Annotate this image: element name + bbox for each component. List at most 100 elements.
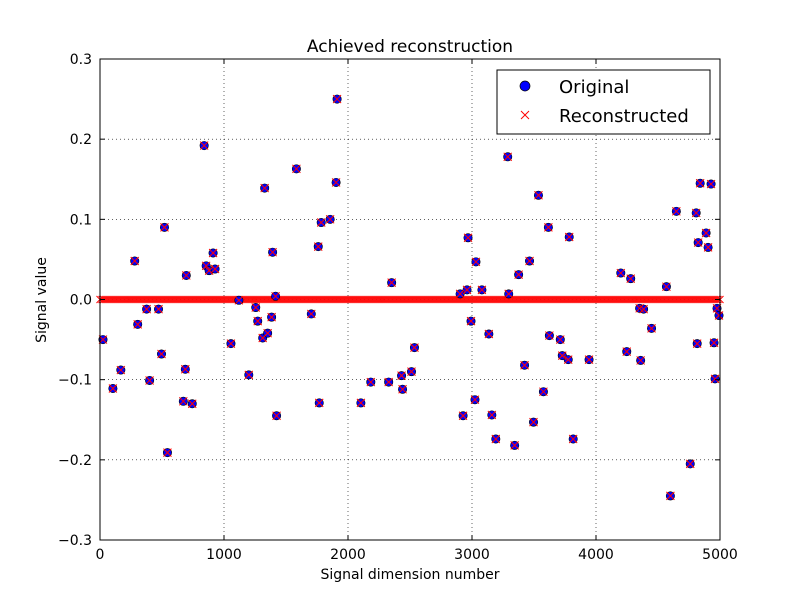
reconstructed-point (563, 355, 573, 364)
reconstructed-point (292, 164, 301, 174)
reconstructed-point (397, 371, 406, 381)
reconstructed-point (491, 434, 501, 444)
reconstructed-point (470, 395, 480, 405)
reconstructed-point (244, 370, 254, 380)
reconstructed-point (525, 256, 534, 266)
reconstructed-point (691, 208, 701, 218)
reconstructed-point (462, 285, 472, 295)
reconstructed-point (181, 271, 191, 280)
reconstructed-point (272, 411, 281, 421)
reconstructed-point (160, 222, 169, 232)
reconstructed-point (510, 441, 520, 450)
reconstructed-point (534, 190, 543, 200)
reconstructed-point (154, 304, 163, 314)
x-tick-label: 0 (96, 547, 105, 563)
reconstructed-point (520, 360, 529, 370)
reconstructed-point (325, 214, 335, 224)
legend-original-marker (519, 80, 531, 92)
reconstructed-point (260, 183, 270, 193)
reconstructed-point (504, 289, 514, 299)
legend-original-label: Original (559, 77, 629, 98)
reconstructed-point (133, 319, 143, 329)
y-tick-label: 0.0 (70, 293, 92, 309)
reconstructed-point (314, 398, 324, 408)
reconstructed-point (503, 152, 513, 162)
reconstructed-point (484, 329, 494, 339)
reconstructed-point (145, 376, 154, 385)
reconstructed-point (204, 266, 214, 275)
reconstructed-point (568, 434, 578, 444)
reconstructed-point (529, 417, 538, 427)
reconstructed-point (332, 94, 342, 104)
y-tick-label: 0.2 (70, 132, 92, 148)
reconstructed-point (180, 364, 190, 374)
reconstructed-point (356, 398, 366, 408)
x-tick-label: 4000 (578, 547, 614, 563)
reconstructed-point (709, 338, 719, 348)
reconstructed-point (253, 316, 263, 326)
reconstructed-point (398, 384, 407, 394)
data-points (98, 94, 724, 501)
reconstructed-point (201, 261, 211, 271)
reconstructed-point (130, 256, 140, 266)
reconstructed-point (366, 377, 376, 387)
reconstructed-point (564, 232, 574, 242)
reconstructed-point (539, 387, 548, 397)
reconstructed-point (116, 365, 126, 375)
reconstructed-point (514, 270, 523, 280)
reconstructed-point (626, 274, 636, 284)
reconstructed-point (251, 303, 261, 312)
reconstructed-point (187, 399, 197, 409)
reconstructed-point (458, 411, 468, 421)
reconstructed-point (210, 264, 220, 274)
reconstructed-point (178, 396, 188, 406)
reconstructed-point (639, 304, 648, 314)
reconstructed-point (407, 367, 416, 377)
legend-box (496, 69, 711, 135)
reconstructed-point (647, 324, 656, 333)
reconstructed-point (636, 356, 645, 365)
reconstructed-point (466, 316, 476, 326)
reconstructed-point (455, 289, 465, 299)
reconstructed-point (208, 248, 218, 258)
reconstructed-point (701, 228, 711, 238)
axis-ticks: 0 1000 2000 3000 4000 5000 −0.3 −0.2 −0.1 0.0 0.1 0… (58, 52, 738, 563)
reconstructed-point (331, 178, 341, 187)
x-tick-label: 1000 (206, 547, 242, 563)
reconstructed-point (662, 282, 671, 292)
reconstructed-point (471, 257, 481, 267)
chart-title: Achieved reconstruction (307, 37, 513, 57)
legend: Original Reconstructed (496, 69, 711, 135)
reconstructed-point (263, 328, 273, 338)
reconstructed-point (555, 335, 565, 344)
reconstructed-point (306, 309, 316, 319)
reconstructed-point (703, 243, 713, 252)
legend-reconstructed-marker (520, 110, 530, 120)
reconstructed-point (666, 491, 675, 501)
reconstructed-point (710, 374, 720, 384)
reconstructed-point (477, 285, 487, 295)
y-tick-label: −0.2 (58, 453, 92, 469)
legend-reconstructed-label: Reconstructed (559, 106, 689, 127)
x-tick-label: 3000 (454, 547, 490, 563)
reconstructed-point (545, 331, 554, 340)
reconstructed-zero-band (96, 295, 724, 304)
y-tick-label: 0.1 (70, 212, 92, 228)
reconstructed-point (693, 238, 703, 247)
reconstructed-point (714, 311, 724, 320)
reconstructed-point (487, 410, 497, 420)
x-tick-label: 5000 (702, 547, 738, 563)
reconstructed-point (313, 242, 323, 251)
reconstructed-point (671, 206, 681, 216)
x-tick-label: 2000 (330, 547, 366, 563)
x-axis-label: Signal dimension number (320, 567, 499, 583)
reconstructed-point (157, 349, 166, 359)
reconstructed-point (584, 355, 594, 364)
y-tick-label: 0.3 (70, 52, 92, 68)
y-tick-label: −0.3 (58, 533, 92, 549)
reconstructed-point (410, 343, 419, 352)
reconstructed-point (199, 141, 209, 150)
y-axis-label: Signal value (34, 257, 50, 343)
reconstructed-point (387, 278, 397, 288)
